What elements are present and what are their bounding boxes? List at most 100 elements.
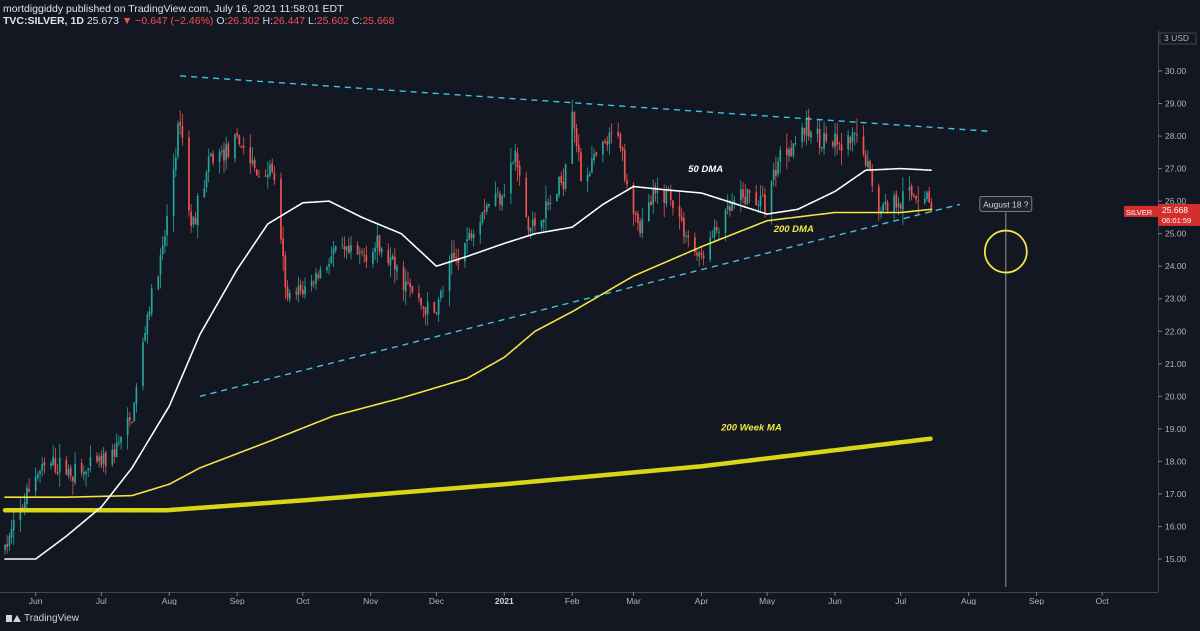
candle-body bbox=[792, 143, 795, 156]
candle-body bbox=[96, 455, 98, 462]
last-price-symbol-tag bbox=[1124, 205, 1158, 217]
candle-body bbox=[864, 154, 867, 166]
candle-body bbox=[118, 442, 120, 444]
candle-body bbox=[562, 181, 565, 190]
candle-body bbox=[150, 288, 153, 314]
candles bbox=[4, 99, 933, 555]
candle-body bbox=[391, 255, 394, 260]
candle-body bbox=[481, 212, 484, 224]
candle-body bbox=[256, 169, 258, 176]
candle-body bbox=[65, 459, 68, 475]
candle-body bbox=[634, 213, 637, 216]
candle-body bbox=[834, 133, 836, 148]
candle-body bbox=[886, 202, 889, 211]
candle-body bbox=[571, 112, 574, 164]
candle-body bbox=[739, 189, 742, 201]
candle-body bbox=[608, 132, 611, 145]
candle-body bbox=[680, 216, 683, 221]
candle-body bbox=[6, 544, 9, 548]
candle-body bbox=[902, 191, 904, 210]
candle-body bbox=[472, 234, 475, 239]
candle-body bbox=[726, 205, 729, 210]
currency-label: 3 USD bbox=[1164, 33, 1189, 43]
candle-body bbox=[304, 286, 306, 294]
candle-body bbox=[775, 169, 777, 176]
price-tick-label: 18.00 bbox=[1165, 456, 1187, 466]
candle-body bbox=[540, 220, 543, 228]
price-tick-label: 22.00 bbox=[1165, 326, 1187, 336]
candle-body bbox=[376, 235, 379, 248]
candle-body bbox=[816, 128, 819, 134]
candle-body bbox=[698, 252, 701, 257]
candle-body bbox=[514, 150, 517, 163]
candle-body bbox=[602, 141, 604, 155]
candle-body bbox=[196, 196, 199, 226]
ma-200-day-line bbox=[4, 208, 933, 498]
tradingview-logo[interactable]: TradingView bbox=[6, 613, 79, 624]
candle-body bbox=[672, 200, 674, 208]
candle-body bbox=[746, 188, 749, 204]
candle-body bbox=[120, 436, 122, 443]
candle-body bbox=[893, 195, 895, 213]
candle-body bbox=[332, 248, 335, 255]
candle-body bbox=[724, 210, 727, 233]
candle-body bbox=[556, 194, 558, 202]
last-price: 25.673 bbox=[86, 15, 119, 27]
candle-body bbox=[242, 146, 245, 148]
price-chart[interactable]: 50 DMA 200 DMA 200 Week MA August 18 ? 15.0… bbox=[0, 0, 1200, 605]
candle-body bbox=[218, 151, 221, 162]
time-tick-label: Nov bbox=[363, 596, 379, 605]
candle-body bbox=[729, 206, 731, 211]
close-value: 25.668 bbox=[362, 15, 395, 27]
candle-body bbox=[656, 190, 659, 193]
price-tick-label: 26.00 bbox=[1165, 196, 1187, 206]
candle-body bbox=[641, 219, 644, 233]
candle-body bbox=[926, 192, 928, 199]
candle-body bbox=[363, 254, 366, 256]
ma-50-day-label: 50 DMA bbox=[688, 164, 723, 175]
candle-body bbox=[28, 488, 30, 492]
candle-body bbox=[426, 301, 429, 315]
symbol-name[interactable]: TVC:SILVER, 1D bbox=[3, 15, 84, 27]
candle-body bbox=[126, 417, 129, 436]
candle-body bbox=[240, 145, 243, 148]
candle-body bbox=[365, 255, 368, 262]
candle-body bbox=[748, 190, 751, 193]
candle-body bbox=[282, 238, 284, 257]
price-tick-label: 27.00 bbox=[1165, 164, 1187, 174]
candle-body bbox=[503, 194, 506, 196]
candle-body bbox=[258, 176, 260, 178]
candle-body bbox=[361, 251, 363, 253]
candle-body bbox=[301, 289, 304, 295]
candle-body bbox=[87, 467, 90, 471]
candle-body bbox=[527, 217, 530, 231]
candle-body bbox=[604, 141, 606, 143]
candle-body bbox=[639, 221, 641, 234]
candle-body bbox=[404, 281, 407, 292]
candle-body bbox=[80, 463, 83, 473]
price-tick-label: 19.00 bbox=[1165, 424, 1187, 434]
time-axis[interactable]: Jun Jul Aug Sep Oct Nov Dec 2021 Feb Mar Apr May Jun… bbox=[0, 592, 1158, 605]
candle-body bbox=[411, 286, 414, 293]
candle-body bbox=[177, 123, 179, 157]
candle-body bbox=[867, 160, 869, 168]
time-tick-label: 2021 bbox=[495, 596, 514, 605]
last-price-symbol: SILVER bbox=[1126, 208, 1153, 217]
candle-body bbox=[142, 341, 144, 386]
candle-body bbox=[407, 282, 409, 284]
price-axis[interactable]: 15.00 16.00 17.00 18.00 19.00 20.00 21.00 22.00… bbox=[1124, 0, 1200, 605]
candle-body bbox=[928, 191, 931, 203]
candle-body bbox=[225, 144, 228, 160]
candle-body bbox=[402, 266, 405, 291]
candle-body bbox=[172, 169, 175, 217]
trendline-resistance bbox=[180, 75, 989, 132]
candle-body bbox=[82, 472, 85, 475]
candle-body bbox=[356, 245, 359, 255]
price-tick-label: 20.00 bbox=[1165, 391, 1187, 401]
candle-body bbox=[212, 153, 214, 164]
candle-body bbox=[494, 193, 497, 206]
time-tick-label: Sep bbox=[1029, 596, 1044, 605]
candle-body bbox=[884, 201, 887, 204]
candle-body bbox=[558, 176, 560, 196]
candle-body bbox=[450, 253, 453, 262]
